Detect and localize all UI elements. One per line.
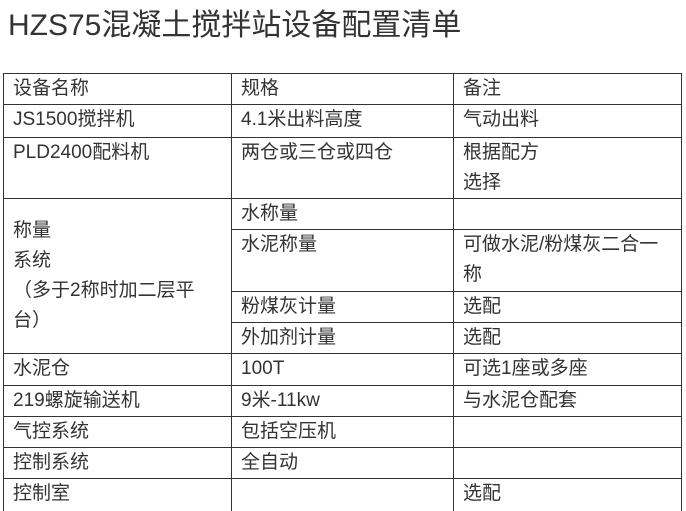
table-row-weighing-water: 称量 系统 （多于2称时加二层平 台） 水称量 — [3, 198, 682, 354]
cell-note — [453, 447, 682, 479]
table-row-cement-silo: 水泥仓 100T 可选1座或多座 — [3, 353, 682, 386]
table-row-js1500-mixer: JS1500搅拌机 4.1米出料高度 气动出料 — [3, 104, 682, 138]
cell-spec: 两仓或三仓或四仓 — [231, 137, 454, 199]
cell-spec — [231, 478, 454, 511]
cell-note: 选配 — [453, 478, 682, 511]
cell-spec: 9米-11kw — [231, 385, 454, 417]
cell-equipment-name: JS1500搅拌机 — [3, 104, 232, 138]
table-row-weighing-cement: 水泥称量 可做水泥/粉煤灰二合一 称 — [4, 229, 682, 292]
table-row-pneumatic-system: 气控系统 包括空压机 — [3, 416, 682, 448]
cell-equipment-name: 219螺旋输送机 — [3, 385, 232, 417]
cell-equipment-name: 水泥仓 — [3, 353, 232, 386]
cell-note: 可做水泥/粉煤灰二合一 称 — [453, 229, 682, 292]
table-row-weighing-flyash: 粉煤灰计量 选配 — [4, 291, 682, 323]
cell-spec: 4.1米出料高度 — [231, 104, 454, 138]
cell-spec: 全自动 — [231, 447, 454, 479]
page-title: HZS75混凝土搅拌站设备配置清单 — [8, 9, 462, 42]
equipment-config-table: 设备名称 规格 备注 JS1500搅拌机 4.1米出料高度 气动出料 PLD24… — [3, 73, 682, 511]
table-row-control-room: 控制室 选配 — [3, 478, 682, 511]
cell-note: 与水泥仓配套 — [453, 385, 682, 417]
column-header-note: 备注 — [453, 73, 682, 105]
cell-spec: 水称量 — [231, 198, 454, 230]
cell-equipment-name: 气控系统 — [3, 416, 232, 448]
column-header-equipment-name: 设备名称 — [3, 73, 232, 105]
cell-spec: 包括空压机 — [231, 416, 454, 448]
cell-note: 气动出料 — [453, 104, 682, 138]
table-row-control-system: 控制系统 全自动 — [3, 447, 682, 479]
cell-equipment-name: 控制系统 — [3, 447, 232, 479]
cell-spec: 粉煤灰计量 — [231, 291, 454, 323]
cell-note — [453, 416, 682, 448]
cell-note: 选配 — [453, 322, 682, 354]
cell-spec: 水泥称量 — [231, 229, 454, 292]
cell-spec: 100T — [231, 353, 454, 386]
cell-equipment-name: 控制室 — [3, 478, 232, 511]
table-header-row: 设备名称 规格 备注 — [3, 73, 682, 105]
cell-equipment-name-weighing-system: 称量 系统 （多于2称时加二层平 台） — [3, 198, 232, 354]
table-row-screw-conveyor: 219螺旋输送机 9米-11kw 与水泥仓配套 — [3, 385, 682, 417]
cell-spec: 外加剂计量 — [231, 322, 454, 354]
cell-note: 选配 — [453, 291, 682, 323]
cell-note: 根据配方 选择 — [453, 137, 682, 199]
table-row-weighing-admixture: 外加剂计量 选配 — [4, 322, 682, 354]
cell-equipment-name: PLD2400配料机 — [3, 137, 232, 199]
cell-note: 可选1座或多座 — [453, 353, 682, 386]
column-header-spec: 规格 — [231, 73, 454, 105]
table-row-pld2400-batcher: PLD2400配料机 两仓或三仓或四仓 根据配方 选择 — [3, 137, 682, 199]
cell-note — [453, 198, 682, 230]
